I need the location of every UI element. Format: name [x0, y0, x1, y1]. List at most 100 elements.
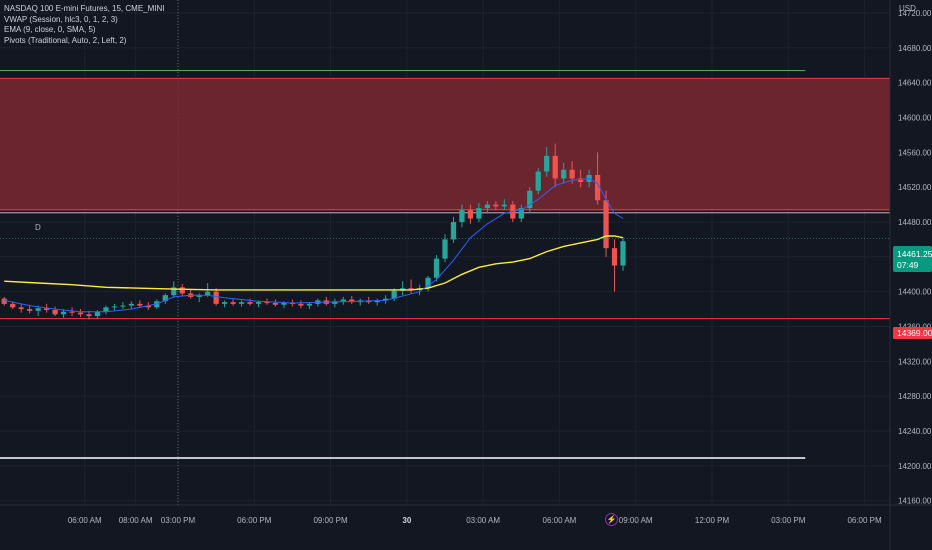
last-price-badge: 14461.25 07:49	[893, 246, 932, 272]
time-tick-label: 12:00 PM	[695, 516, 730, 525]
candle-body	[213, 291, 219, 304]
candle-body	[86, 314, 92, 317]
candle-body	[374, 300, 380, 303]
pivot-lines	[0, 70, 890, 459]
candle-body	[306, 303, 313, 306]
candle-body	[611, 248, 618, 266]
candle-body	[196, 295, 202, 297]
candle-body	[544, 155, 550, 172]
time-tick-label: 30	[402, 516, 411, 525]
candle-body	[128, 303, 135, 306]
candle-body	[111, 306, 118, 308]
legend-pivots[interactable]: Pivots (Traditional, Auto, 2, Left, 2)	[4, 35, 127, 45]
time-tick-label: 08:00 AM	[119, 516, 153, 525]
candle-body	[103, 307, 109, 312]
candle-body	[577, 178, 584, 182]
candle-body	[569, 169, 575, 179]
time-tick-label: 06:00 AM	[543, 516, 577, 525]
candle-body	[527, 190, 533, 209]
price-tick-label: 14560.00	[898, 148, 932, 157]
price-tick-label: 14480.00	[898, 218, 932, 227]
price-tick-label: 14400.00	[898, 288, 932, 297]
currency-label[interactable]: USD	[899, 4, 916, 13]
candle-body	[450, 222, 457, 240]
candle-body	[264, 302, 270, 304]
candle-body	[60, 311, 67, 315]
candle-body	[289, 303, 296, 304]
time-tick-label: 06:00 PM	[237, 516, 272, 525]
vwap-line	[4, 235, 624, 291]
candle-body	[332, 301, 338, 304]
indicator-lines	[0, 177, 890, 313]
candle-body	[18, 307, 24, 310]
session-marker: D	[35, 223, 41, 232]
time-axis-bg[interactable]	[0, 505, 932, 550]
price-tick-label: 14640.00	[898, 79, 932, 88]
candle-body	[162, 295, 168, 302]
price-axis-bg[interactable]	[890, 0, 932, 550]
price-tick-label: 14600.00	[898, 114, 932, 123]
candle-body	[298, 303, 304, 306]
price-tick-label: 14160.00	[898, 497, 932, 506]
candle-body	[620, 241, 626, 266]
symbol-title[interactable]: NASDAQ 100 E-mini Futures, 15, CME_MINI	[4, 4, 165, 13]
price-tick-label: 14680.00	[898, 44, 932, 53]
candle-body	[272, 303, 279, 305]
candle-body	[518, 208, 524, 219]
candle-body	[27, 309, 33, 311]
candle-body	[476, 208, 482, 219]
indicator-legend[interactable]: NASDAQ 100 E-mini Futures, 15, CME_MINI …	[4, 4, 165, 46]
supply-zone-rect	[0, 78, 890, 210]
lightning-icon[interactable]: ⚡	[605, 513, 618, 526]
ema-line	[4, 177, 624, 313]
candle-body	[221, 302, 228, 304]
candle-body	[594, 175, 601, 201]
time-tick-label: 06:00 PM	[847, 516, 882, 525]
candle-body	[603, 200, 609, 249]
candle-body	[171, 287, 177, 296]
pivot-price-badge: 14369.00	[893, 327, 932, 339]
candle-body	[340, 299, 346, 302]
candle-body	[69, 311, 75, 313]
candle-body	[10, 303, 16, 308]
time-tick-label: 03:00 PM	[161, 516, 196, 525]
time-tick-label: 09:00 PM	[313, 516, 348, 525]
legend-vwap[interactable]: VWAP (Session, hlc3, 0, 1, 2, 3)	[4, 14, 118, 24]
candle-body	[425, 277, 431, 289]
price-tick-label: 14320.00	[898, 357, 932, 366]
time-tick-label: 09:00 AM	[619, 516, 653, 525]
candle-body	[247, 302, 253, 304]
price-tick-label: 14280.00	[898, 392, 932, 401]
price-tick-label: 14520.00	[898, 183, 932, 192]
candle-body	[179, 287, 185, 294]
candles[interactable]	[1, 143, 626, 320]
candle-body	[43, 308, 50, 310]
candle-body	[230, 302, 236, 304]
candle-body	[484, 204, 491, 209]
candle-body	[255, 302, 262, 304]
candle-body	[493, 204, 499, 207]
candle-body	[281, 303, 287, 305]
candle-body	[77, 312, 84, 315]
candle-body	[238, 302, 245, 304]
candle-body	[35, 308, 41, 311]
candle-body	[552, 155, 558, 179]
price-tick-label: 14240.00	[898, 427, 932, 436]
candle-body	[205, 291, 211, 296]
price-tick-label: 14720.00	[898, 9, 932, 18]
candle-body	[408, 288, 414, 290]
candle-body	[501, 204, 507, 207]
time-tick-label: 03:00 AM	[466, 516, 500, 525]
candle-body	[442, 239, 448, 259]
candle-body	[145, 305, 151, 308]
time-tick-label: 03:00 PM	[771, 516, 806, 525]
candle-body	[459, 209, 465, 223]
candle-body	[383, 298, 389, 301]
legend-ema[interactable]: EMA (9, close, 0, SMA, 5)	[4, 25, 96, 34]
candle-body	[433, 258, 440, 278]
candle-body	[94, 311, 101, 317]
candle-body	[1, 298, 7, 304]
